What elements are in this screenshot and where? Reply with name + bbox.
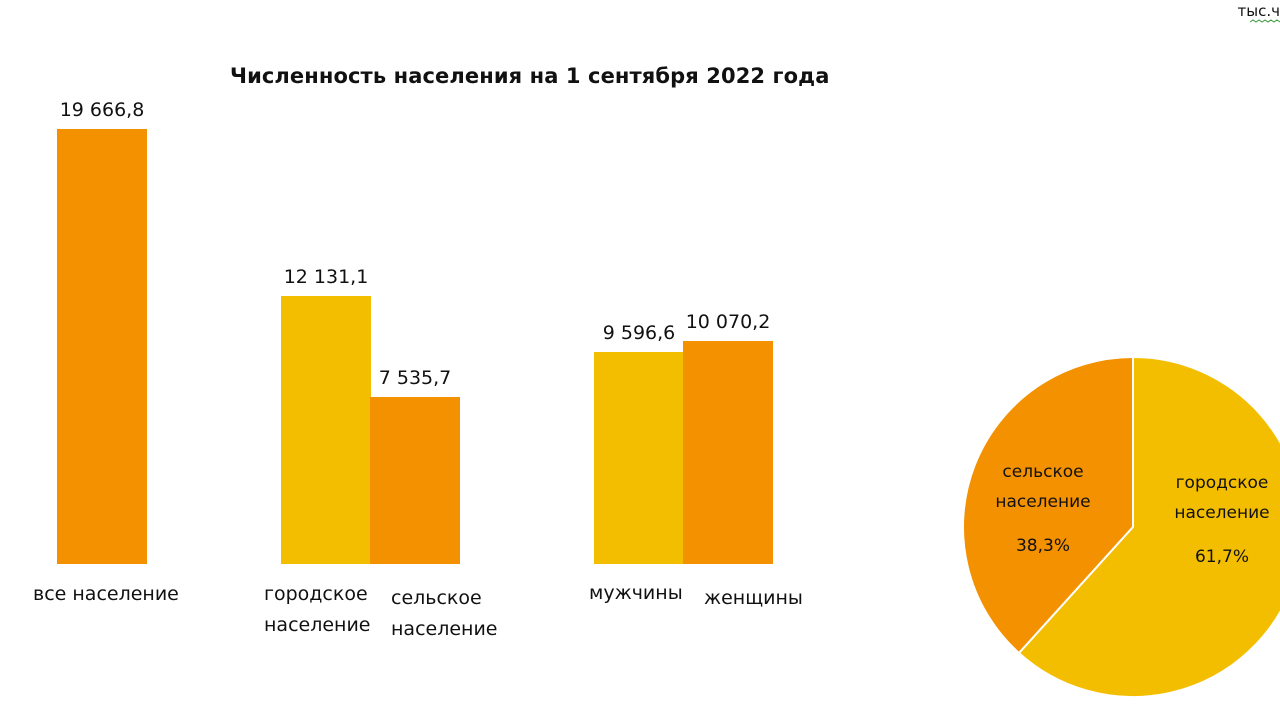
- category-label-all-population: все население: [33, 583, 179, 605]
- value-label-men: 9 596,6: [602, 321, 676, 344]
- pie-label-urban-name: городское население: [1174, 473, 1270, 523]
- category-label-men: мужчины: [589, 582, 683, 604]
- unit-label: тыс.ч: [1237, 2, 1280, 20]
- pie-slice-urban: [1017, 355, 1280, 698]
- value-label-all-population: 19 666,8: [59, 98, 145, 121]
- category-label-rural-population: сельское население: [391, 587, 498, 640]
- pie-label-rural-name: сельское население: [995, 462, 1091, 512]
- pie-label-urban-percent: 61,7%: [1194, 547, 1249, 567]
- pie-label-rural: сельское население 38,3%: [978, 457, 1108, 561]
- bar-all-population: [57, 128, 147, 564]
- value-label-urban-population: 12 131,1: [283, 265, 369, 288]
- pie-slice-rural: [962, 355, 1134, 655]
- value-label-rural-population: 7 535,7: [378, 367, 452, 390]
- category-label-women: женщины: [704, 587, 803, 609]
- chart-title: Численность населения на 1 сентября 2022…: [230, 64, 830, 88]
- bar-men: [594, 351, 684, 564]
- pie-label-rural-percent: 38,3%: [1015, 536, 1070, 556]
- spellcheck-underline: [1250, 19, 1280, 23]
- bar-urban-population: [281, 295, 371, 564]
- bar-women: [683, 341, 773, 564]
- bar-rural-population: [370, 397, 460, 564]
- value-label-women: 10 070,2: [685, 311, 771, 334]
- pie-label-urban: городское население 61,7%: [1152, 468, 1280, 572]
- category-label-urban-population: городское население: [264, 583, 371, 636]
